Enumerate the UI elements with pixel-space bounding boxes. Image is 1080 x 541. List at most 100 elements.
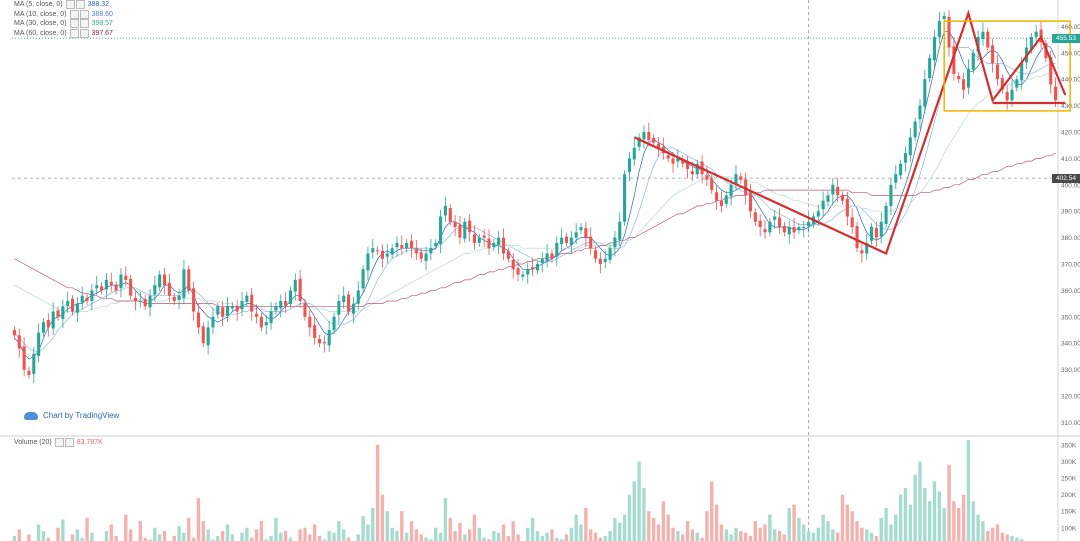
candle-body [782, 226, 786, 233]
volume-bar [806, 531, 811, 541]
candle-body [90, 290, 94, 301]
volume-bar [840, 494, 845, 541]
volume-legend-buttons[interactable] [54, 438, 74, 447]
volume-bar [429, 539, 433, 541]
candle-body [797, 227, 801, 231]
volume-bar [337, 521, 341, 541]
volume-bar [821, 514, 825, 541]
candle-body [37, 332, 41, 356]
volume-bar [496, 532, 501, 541]
close-icon[interactable] [75, 0, 85, 10]
volume-bar [375, 444, 380, 541]
candle-body [41, 322, 46, 333]
candle-body [981, 31, 985, 40]
candle-body [807, 221, 811, 227]
candle-body [298, 278, 302, 301]
ma-legend-buttons[interactable] [65, 0, 85, 10]
volume-bar [61, 519, 65, 541]
volume-tick-label: 100K [1061, 525, 1077, 532]
close-icon[interactable] [79, 28, 89, 38]
candle-body [729, 184, 733, 197]
volume-bar [27, 534, 31, 541]
ma-legend-buttons[interactable] [69, 9, 89, 19]
price-tick-label: 330.00 [1061, 367, 1080, 374]
volume-tick-label: 350K [1061, 442, 1077, 449]
volume-bar [298, 529, 302, 541]
settings-icon[interactable] [54, 438, 64, 447]
volume-bar [312, 524, 317, 541]
volume-bar [927, 501, 932, 541]
candle-body [676, 158, 680, 162]
volume-bar [540, 536, 544, 541]
candle-body [1034, 31, 1038, 37]
volume-bar [303, 527, 307, 541]
volume-bar [12, 536, 17, 541]
volume-bar [356, 534, 360, 541]
candle-body [589, 236, 593, 249]
settings-icon[interactable] [69, 9, 79, 19]
volume-bar [855, 521, 859, 541]
candle-body [414, 249, 418, 254]
volume-bar [826, 521, 830, 541]
candle-body [187, 269, 191, 291]
candle-body [61, 306, 65, 319]
close-icon[interactable] [64, 438, 74, 447]
settings-icon[interactable] [65, 0, 75, 10]
candle-body [143, 298, 147, 307]
volume-bar [758, 527, 762, 541]
volume-bar [245, 527, 249, 541]
settings-icon[interactable] [69, 28, 79, 38]
volume-bar [70, 534, 75, 541]
ma-legend-buttons[interactable] [69, 28, 89, 38]
candle-body [860, 250, 864, 254]
candle-body [511, 259, 515, 270]
volume-bar [114, 536, 118, 541]
candle-body [555, 242, 559, 257]
volume-bar [220, 531, 225, 541]
tradingview-watermark[interactable]: Chart by TradingView [24, 411, 119, 420]
candle-body [439, 216, 443, 244]
candle-body [928, 58, 932, 79]
candle-body [913, 121, 917, 138]
volume-bar [211, 539, 215, 541]
candle-body [826, 195, 830, 202]
volume-bar [443, 497, 448, 541]
volume-bar [153, 527, 157, 541]
candle-body [995, 64, 1000, 80]
candle-body [124, 275, 128, 280]
close-icon[interactable] [79, 19, 89, 29]
candle-body [792, 227, 796, 233]
volume-bar [317, 536, 322, 541]
candle-body [51, 311, 55, 329]
candle-body [288, 290, 292, 305]
candle-body [903, 153, 908, 163]
volume-bar [642, 488, 646, 541]
volume-bar [705, 511, 709, 541]
candle-body [666, 155, 670, 159]
candle-body [884, 205, 888, 224]
candle-body [366, 253, 370, 271]
volume-bar [36, 524, 41, 541]
candle-body [991, 45, 995, 64]
settings-icon[interactable] [69, 19, 79, 29]
volume-bar [608, 531, 612, 541]
volume-bar [458, 522, 462, 541]
volume-bar [1000, 532, 1005, 541]
volume-bar [889, 524, 893, 541]
candle-body [255, 313, 259, 317]
candle-body [763, 229, 767, 233]
candle-body [656, 143, 661, 148]
ma-legend-buttons[interactable] [69, 19, 89, 29]
close-icon[interactable] [79, 9, 89, 19]
volume-bar [714, 504, 719, 541]
volume-bar [264, 539, 268, 541]
volume-legend: Volume (20) 83.787K [14, 438, 103, 447]
volume-bar [932, 481, 937, 541]
volume-bar [995, 524, 1000, 541]
ma-legend-label: MA (60, close, 0) [14, 29, 67, 37]
candle-body [12, 330, 16, 336]
candle-body [395, 242, 399, 248]
volume-bar [240, 532, 244, 541]
